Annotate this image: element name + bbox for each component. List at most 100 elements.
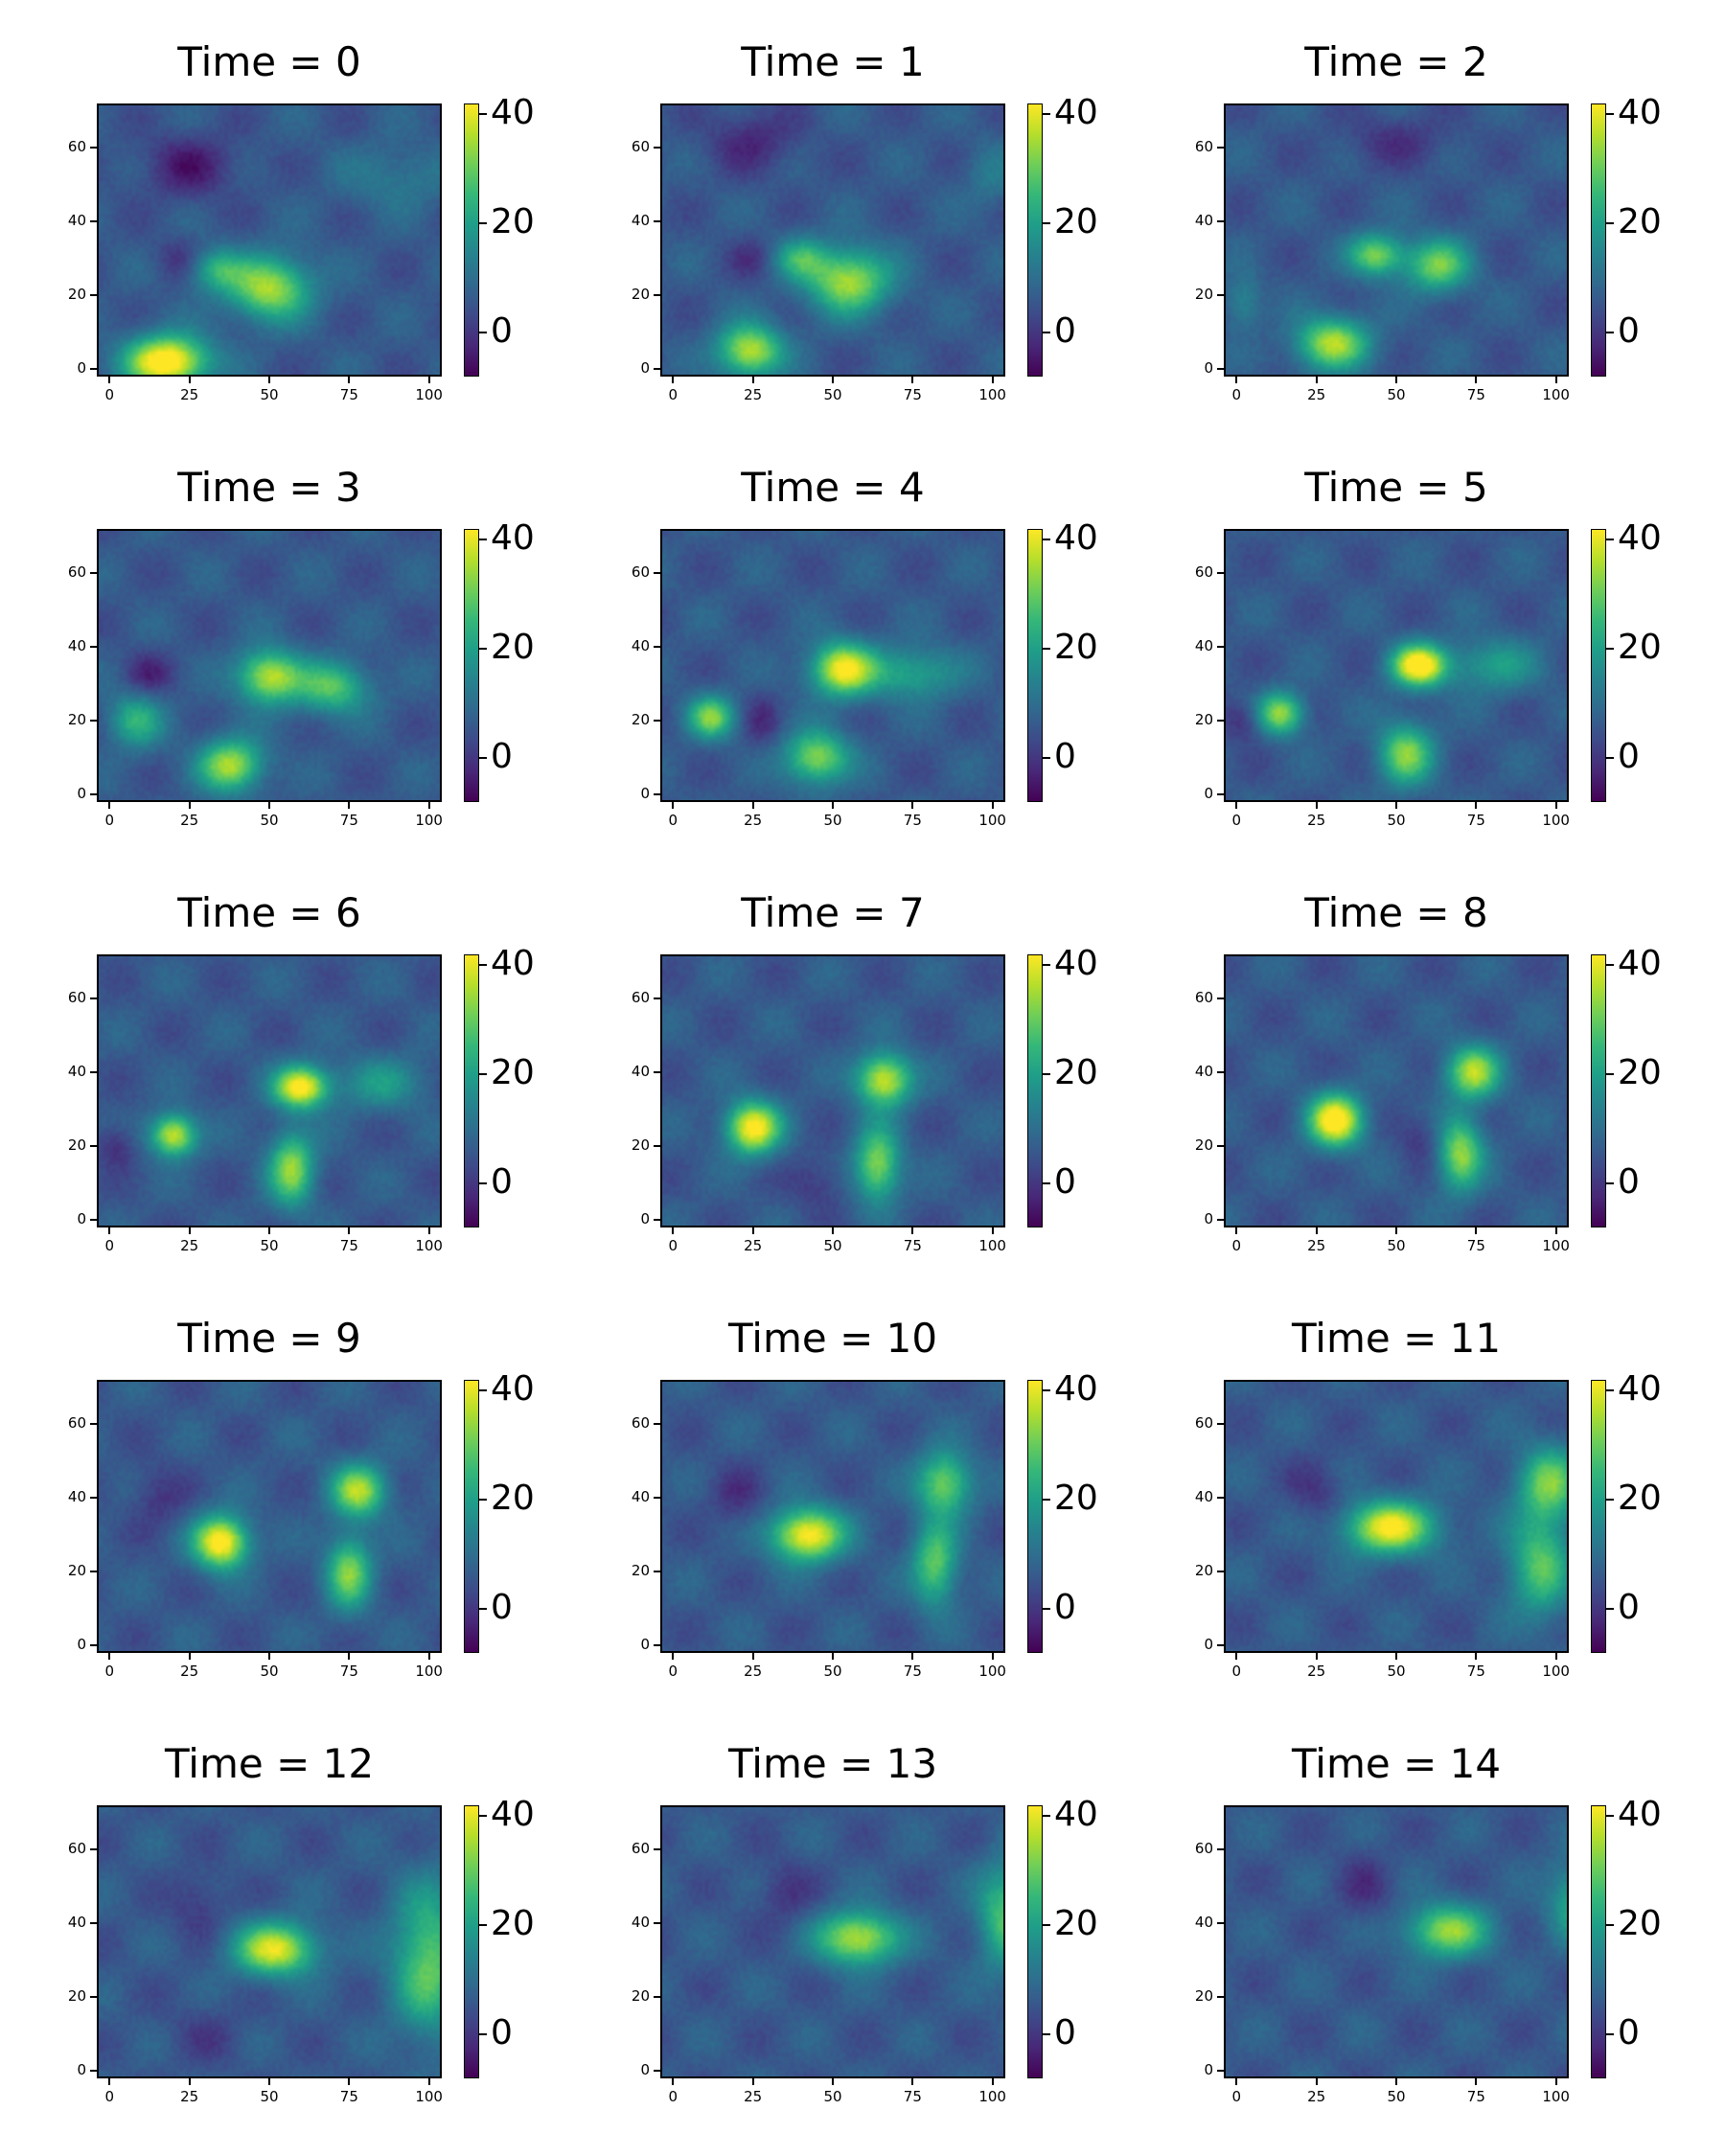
y-tick-mark [654, 1497, 660, 1500]
y-tick-mark [90, 998, 97, 1000]
y-tick-label: 20 [67, 1136, 86, 1155]
x-tick-mark [427, 2078, 430, 2085]
y-tick-label: 0 [640, 359, 650, 378]
y-tick-mark [654, 646, 660, 649]
y-tick-label: 40 [67, 1914, 86, 1932]
y-tick-label: 0 [640, 1210, 650, 1228]
y-tick-label: 60 [67, 563, 86, 582]
y-tick-mark [90, 1922, 97, 1925]
x-tick-mark [1395, 802, 1397, 809]
y-tick-mark [654, 572, 660, 575]
x-tick-mark [188, 377, 191, 383]
y-tick-label: 20 [67, 711, 86, 729]
panel-title: Time = 5 [1304, 464, 1488, 511]
colorbar-tick-label: 20 [491, 202, 535, 242]
x-tick-mark [348, 802, 351, 809]
x-tick-mark [911, 1653, 914, 1660]
colorbar-tick-mark [479, 1815, 487, 1818]
x-tick-mark [1554, 1653, 1557, 1660]
y-tick-mark [654, 2070, 660, 2073]
colorbar-tick-mark [1606, 1499, 1614, 1502]
x-tick-mark [672, 377, 675, 383]
y-tick-label: 40 [631, 637, 650, 655]
plot-frame [660, 954, 1005, 1227]
x-tick-mark [832, 802, 834, 809]
x-tick-label: 25 [1307, 1663, 1326, 1680]
plot-frame [1224, 954, 1569, 1227]
x-tick-label: 50 [823, 1237, 842, 1254]
x-tick-label: 50 [823, 812, 842, 829]
y-tick-mark [654, 720, 660, 722]
colorbar-tick-mark [1043, 539, 1050, 541]
x-tick-label: 0 [668, 2088, 678, 2105]
x-tick-label: 0 [668, 1663, 678, 1680]
panel-title: Time = 3 [177, 464, 361, 511]
heatmap-panel: Time = 8 0 25 50 75 100 0 20 40 60 0 20 40 [1195, 893, 1684, 1280]
x-tick-label: 0 [1231, 2088, 1242, 2105]
y-tick-label: 0 [1204, 359, 1213, 378]
x-tick-label: 100 [415, 1237, 443, 1254]
y-tick-label: 0 [77, 359, 86, 378]
colorbar-tick-mark [1043, 964, 1050, 967]
y-tick-mark [90, 368, 97, 371]
x-tick-mark [751, 802, 754, 809]
x-tick-label: 100 [1542, 1663, 1570, 1680]
y-tick-mark [90, 147, 97, 149]
y-tick-mark [654, 147, 660, 149]
panel-title: Time = 0 [177, 38, 361, 85]
colorbar-tick-label: 40 [1618, 1795, 1662, 1835]
colorbar-tick-mark [1606, 222, 1614, 225]
x-tick-mark [672, 1653, 675, 1660]
x-tick-label: 75 [1466, 812, 1485, 829]
x-tick-label: 50 [260, 1237, 279, 1254]
x-tick-label: 100 [415, 386, 443, 403]
x-tick-label: 25 [744, 1663, 763, 1680]
x-tick-mark [991, 1227, 994, 1234]
x-tick-mark [427, 1227, 430, 1234]
x-tick-mark [188, 1227, 191, 1234]
x-tick-mark [911, 1227, 914, 1234]
colorbar [464, 954, 479, 1227]
x-tick-label: 75 [339, 2088, 358, 2105]
colorbar-tick-label: 0 [1618, 1588, 1640, 1628]
x-tick-mark [1315, 377, 1318, 383]
y-tick-mark [1217, 368, 1224, 371]
colorbar [1027, 1380, 1043, 1653]
colorbar-tick-mark [1043, 113, 1050, 116]
y-tick-label: 0 [640, 2061, 650, 2079]
plot-frame [660, 529, 1005, 802]
colorbar-tick-mark [479, 1182, 487, 1185]
x-tick-mark [751, 1227, 754, 1234]
x-tick-mark [832, 1653, 834, 1660]
y-tick-mark [1217, 1219, 1224, 1222]
y-tick-label: 60 [67, 989, 86, 1007]
colorbar-tick-label: 40 [491, 93, 535, 133]
x-tick-mark [108, 1227, 111, 1234]
x-tick-label: 75 [339, 386, 358, 403]
x-tick-mark [911, 802, 914, 809]
x-tick-mark [991, 377, 994, 383]
colorbar-tick-mark [1606, 113, 1614, 116]
colorbar-tick-label: 40 [1054, 944, 1098, 984]
colorbar [1027, 103, 1043, 377]
y-tick-label: 0 [77, 1636, 86, 1654]
panel-title: Time = 6 [177, 889, 361, 936]
x-tick-mark [268, 1653, 270, 1660]
x-tick-label: 50 [1387, 1237, 1406, 1254]
y-tick-label: 0 [1204, 1210, 1213, 1228]
x-tick-label: 0 [668, 812, 678, 829]
panel-title: Time = 14 [1291, 1740, 1502, 1787]
x-tick-mark [268, 802, 270, 809]
y-tick-mark [90, 1145, 97, 1148]
y-tick-label: 20 [67, 1987, 86, 2006]
colorbar-tick-mark [479, 539, 487, 541]
y-tick-mark [1217, 1996, 1224, 1999]
y-tick-label: 40 [631, 212, 650, 230]
plot-frame [1224, 1380, 1569, 1653]
colorbar-tick-mark [1606, 757, 1614, 760]
heatmap-panel: Time = 6 0 25 50 75 100 0 20 40 60 0 20 40 [68, 893, 557, 1280]
plot-frame [97, 954, 442, 1227]
y-tick-mark [1217, 793, 1224, 796]
y-tick-mark [1217, 1145, 1224, 1148]
x-tick-label: 75 [903, 1237, 922, 1254]
